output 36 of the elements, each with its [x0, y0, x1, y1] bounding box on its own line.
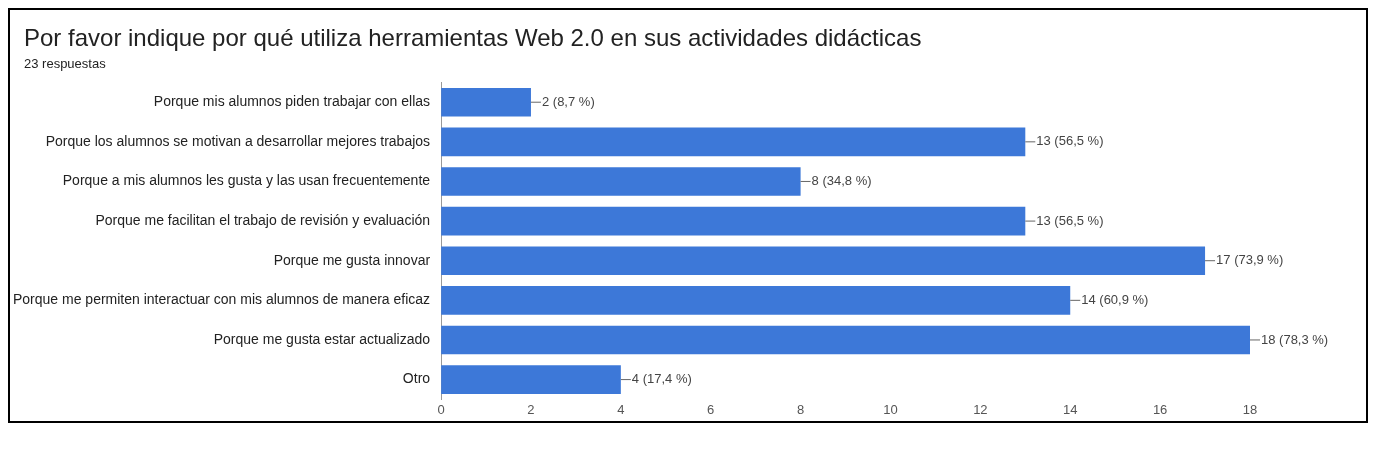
chart-title: Por favor indique por qué utiliza herramientas Web 2.0 en sus actividades didácticas [23, 23, 923, 52]
data-label: 18 (78,3 %) [1261, 331, 1329, 347]
text: 23 respuestas [23, 55, 107, 71]
y-tick-label: Porque a mis alumnos les gusta y las usan frecuentemente [62, 172, 431, 189]
data-label: 8 (34,8 %) [811, 173, 872, 189]
y-tick-label: Porque me permiten interactuar con mis alumnos de manera eficaz [12, 291, 431, 308]
x-tick-label: 2 [527, 401, 535, 417]
bar [441, 167, 801, 196]
data-label: 17 (73,9 %) [1216, 252, 1284, 268]
x-tick-label: 12 [973, 401, 988, 417]
data-label: 14 (60,9 %) [1081, 291, 1149, 307]
bar [441, 87, 531, 117]
x-tick-label: 16 [1152, 401, 1168, 417]
x-tick-label: 18 [1242, 401, 1258, 417]
bar [441, 127, 1026, 157]
x-tick-label: 6 [707, 401, 715, 417]
bar [441, 206, 1026, 236]
x-tick-label: 14 [1063, 401, 1078, 417]
y-tick-label: Porque me gusta estar actualizado [213, 330, 431, 347]
y-tick-label: Otro [402, 370, 431, 387]
bar [441, 286, 1071, 315]
y-tick-label: Porque mis alumnos piden trabajar con ellas [153, 93, 431, 110]
x-tick-label: 4 [617, 401, 625, 417]
y-tick-label: Porque los alumnos se motivan a desarrollar mejores trabajos [45, 132, 431, 149]
bar [441, 246, 1206, 276]
data-label: 13 (56,5 %) [1036, 212, 1104, 228]
x-tick-label: 10 [883, 401, 898, 417]
y-tick-label: Porque me facilitan el trabajo de revisión y evaluación [95, 211, 431, 228]
bar [441, 365, 621, 394]
y-tick-label: Porque me gusta innovar [273, 251, 431, 268]
x-tick-label: 8 [796, 401, 805, 417]
data-label: 4 (17,4 %) [631, 371, 692, 387]
x-tick-label: 0 [437, 401, 445, 417]
data-label: 2 (8,7 %) [541, 93, 595, 109]
data-label: 13 (56,5 %) [1036, 133, 1104, 149]
bar [441, 325, 1250, 355]
